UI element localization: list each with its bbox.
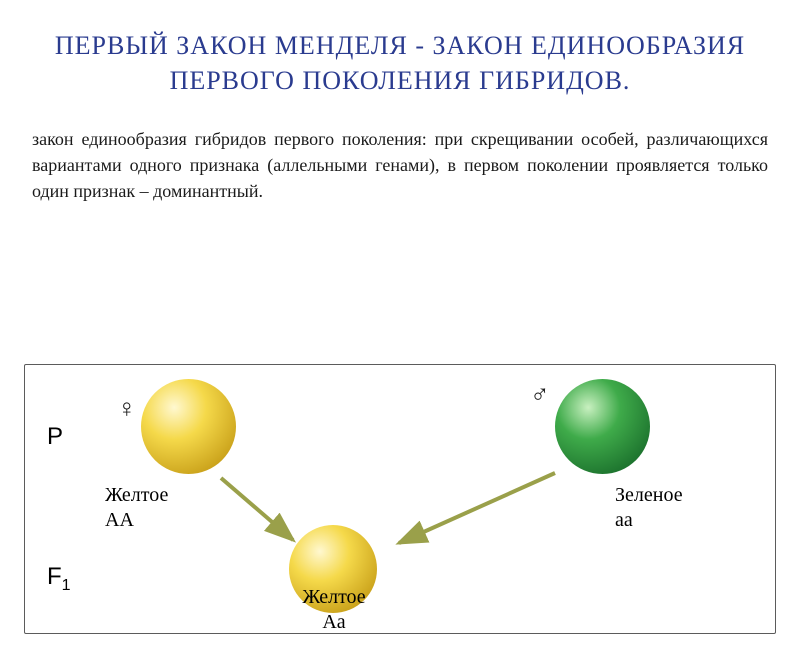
off-line2: Aa — [322, 611, 345, 633]
parent-female-sphere — [141, 379, 236, 474]
generation-f1-label: F1 — [47, 563, 71, 595]
off-line1: Желтое — [302, 586, 365, 608]
f1-letter: F — [47, 563, 62, 590]
parent-female-label: Желтое AA — [105, 483, 168, 533]
pf-line2: AA — [105, 509, 134, 531]
pm-line1: Зеленое — [615, 484, 683, 506]
parent-male-label: Зеленое aa — [615, 483, 683, 533]
law-definition: закон единообразия гибридов первого поко… — [0, 108, 800, 212]
arrow-left-icon — [213, 470, 313, 560]
male-symbol-icon: ♂ — [530, 379, 550, 410]
pm-line2: aa — [615, 509, 633, 531]
crossing-diagram: P F1 ♀ ♂ Желтое AA Зеленое aa Желтое Aa — [24, 364, 776, 634]
female-symbol-icon: ♀ — [117, 393, 137, 424]
offspring-label: Желтое Aa — [289, 585, 379, 635]
arrow-right-icon — [387, 465, 567, 560]
pf-line1: Желтое — [105, 484, 168, 506]
page-title: ПЕРВЫЙ ЗАКОН МЕНДЕЛЯ - ЗАКОН ЕДИНООБРАЗИ… — [0, 0, 800, 108]
parent-male-sphere — [555, 379, 650, 474]
f1-subscript: 1 — [62, 577, 71, 594]
generation-p-label: P — [47, 423, 63, 451]
